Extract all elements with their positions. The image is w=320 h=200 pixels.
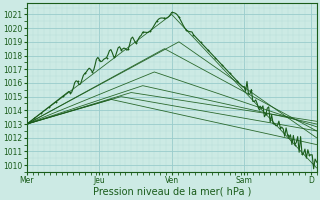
X-axis label: Pression niveau de la mer( hPa ): Pression niveau de la mer( hPa )	[92, 187, 251, 197]
